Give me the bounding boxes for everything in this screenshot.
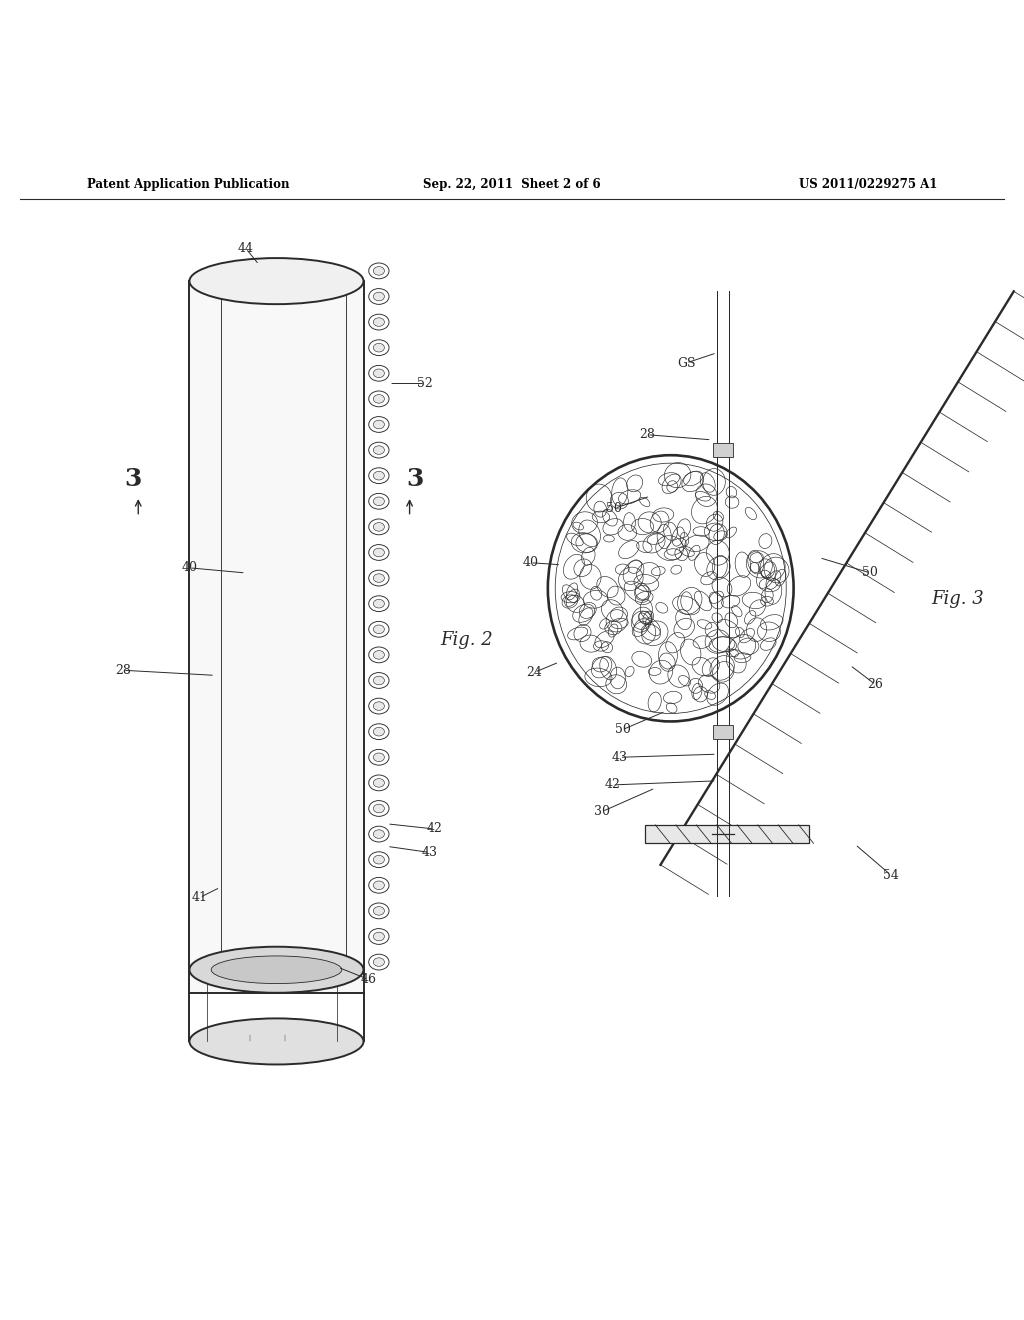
Ellipse shape	[369, 622, 389, 638]
Bar	[645, 825, 809, 843]
Ellipse shape	[374, 702, 384, 710]
Ellipse shape	[369, 775, 389, 791]
Text: 30: 30	[594, 805, 610, 818]
Text: 42: 42	[426, 822, 442, 836]
Text: 50: 50	[862, 566, 879, 579]
Ellipse shape	[369, 698, 389, 714]
Ellipse shape	[369, 647, 389, 663]
Ellipse shape	[374, 574, 384, 582]
Ellipse shape	[374, 599, 384, 609]
Text: US 2011/0229275 A1: US 2011/0229275 A1	[799, 178, 937, 191]
Ellipse shape	[374, 907, 384, 915]
Bar	[713, 725, 733, 739]
Ellipse shape	[189, 946, 364, 993]
Text: 28: 28	[639, 428, 655, 441]
Ellipse shape	[374, 855, 384, 865]
Ellipse shape	[369, 954, 389, 970]
Ellipse shape	[374, 267, 384, 275]
Text: 26: 26	[867, 678, 884, 692]
Ellipse shape	[374, 318, 384, 326]
Ellipse shape	[189, 1019, 364, 1064]
Ellipse shape	[369, 750, 389, 766]
Ellipse shape	[374, 370, 384, 378]
Ellipse shape	[374, 548, 384, 557]
Ellipse shape	[374, 523, 384, 531]
Ellipse shape	[369, 339, 389, 355]
Ellipse shape	[369, 417, 389, 433]
Bar	[713, 444, 733, 457]
Text: 42: 42	[604, 779, 621, 792]
Ellipse shape	[369, 314, 389, 330]
Ellipse shape	[369, 878, 389, 894]
Ellipse shape	[374, 752, 384, 762]
Bar	[189, 281, 364, 993]
Text: 41: 41	[191, 891, 208, 904]
Text: Fig. 2: Fig. 2	[440, 631, 494, 648]
Ellipse shape	[369, 442, 389, 458]
Ellipse shape	[374, 292, 384, 301]
Text: 54: 54	[883, 869, 899, 882]
Ellipse shape	[374, 496, 384, 506]
Ellipse shape	[374, 624, 384, 634]
Ellipse shape	[369, 467, 389, 483]
Ellipse shape	[374, 958, 384, 966]
Ellipse shape	[369, 801, 389, 816]
Ellipse shape	[374, 343, 384, 352]
Ellipse shape	[369, 366, 389, 381]
Ellipse shape	[369, 928, 389, 944]
Ellipse shape	[369, 391, 389, 407]
Ellipse shape	[374, 651, 384, 659]
Text: Fig. 3: Fig. 3	[931, 590, 984, 607]
Ellipse shape	[369, 826, 389, 842]
Text: 43: 43	[611, 751, 628, 764]
Text: 28: 28	[115, 664, 131, 677]
Text: 43: 43	[422, 846, 438, 859]
Text: 50: 50	[614, 723, 631, 737]
Ellipse shape	[369, 263, 389, 279]
Ellipse shape	[369, 570, 389, 586]
Ellipse shape	[189, 259, 364, 304]
Ellipse shape	[374, 395, 384, 403]
Ellipse shape	[374, 727, 384, 737]
Ellipse shape	[374, 779, 384, 787]
Ellipse shape	[548, 455, 794, 722]
Ellipse shape	[369, 851, 389, 867]
Ellipse shape	[369, 723, 389, 739]
Text: 46: 46	[360, 973, 377, 986]
Ellipse shape	[369, 545, 389, 561]
Ellipse shape	[369, 595, 389, 611]
Text: 50: 50	[606, 502, 623, 515]
Ellipse shape	[369, 903, 389, 919]
Ellipse shape	[374, 804, 384, 813]
Text: 52: 52	[417, 378, 433, 389]
Text: 40: 40	[181, 561, 198, 574]
Ellipse shape	[369, 673, 389, 688]
Ellipse shape	[374, 880, 384, 890]
Text: Patent Application Publication: Patent Application Publication	[87, 178, 290, 191]
Text: Sep. 22, 2011  Sheet 2 of 6: Sep. 22, 2011 Sheet 2 of 6	[423, 178, 601, 191]
Ellipse shape	[374, 420, 384, 429]
Ellipse shape	[374, 676, 384, 685]
Text: 3: 3	[407, 467, 423, 491]
Text: 24: 24	[526, 665, 543, 678]
Ellipse shape	[374, 830, 384, 838]
Ellipse shape	[369, 494, 389, 510]
Ellipse shape	[369, 519, 389, 535]
Text: GS: GS	[677, 356, 695, 370]
Ellipse shape	[211, 956, 342, 983]
Text: 44: 44	[238, 242, 254, 255]
Ellipse shape	[374, 932, 384, 941]
Text: 40: 40	[522, 556, 539, 569]
Ellipse shape	[369, 289, 389, 305]
Text: 3: 3	[125, 467, 141, 491]
Ellipse shape	[374, 446, 384, 454]
Ellipse shape	[374, 471, 384, 480]
